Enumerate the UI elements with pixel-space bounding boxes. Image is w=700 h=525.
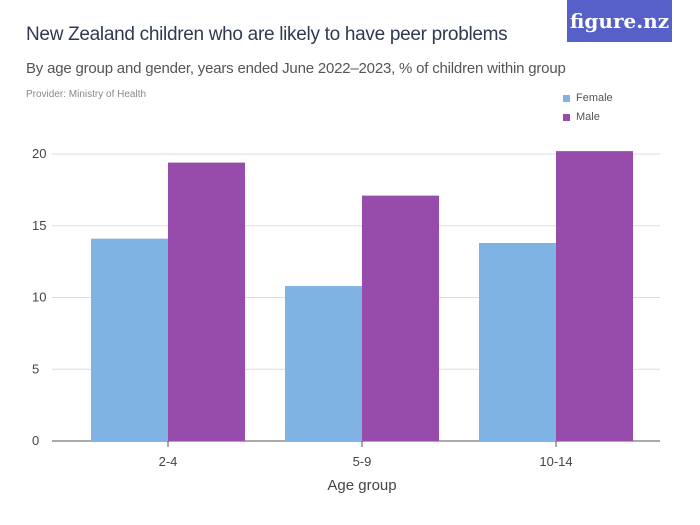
bar-female-10-14 [479, 242, 556, 441]
provider: Provider: Ministry of Health [26, 89, 147, 100]
legend-label: Male [576, 111, 600, 123]
page-title: New Zealand children who are likely to h… [26, 24, 508, 45]
bar-male-5-9 [362, 195, 439, 441]
y-tick-label: 20 [32, 146, 46, 161]
y-tick-label: 0 [32, 433, 39, 448]
bar-male-2-4 [168, 162, 245, 442]
legend-item-male: Male [563, 111, 600, 123]
legend-swatch-female [563, 94, 570, 102]
bar-female-2-4 [91, 238, 168, 441]
x-tick-label: 2-4 [159, 454, 178, 469]
x-axis-title: Age group [327, 477, 396, 494]
bar-female-5-9 [285, 286, 362, 441]
x-tick-label: 5-9 [353, 454, 372, 469]
legend-swatch-male [563, 113, 570, 121]
y-tick-label: 5 [32, 361, 39, 376]
y-tick-label: 10 [32, 290, 46, 305]
bar-male-10-14 [556, 151, 633, 441]
y-tick-label: 15 [32, 218, 46, 233]
figure-nz-logo[interactable]: figure.nz [567, 0, 672, 42]
subtitle: By age group and gender, years ended Jun… [26, 60, 566, 77]
legend-label: Female [576, 92, 613, 104]
x-tick-label: 10-14 [539, 454, 572, 469]
legend-item-female: Female [563, 92, 613, 104]
